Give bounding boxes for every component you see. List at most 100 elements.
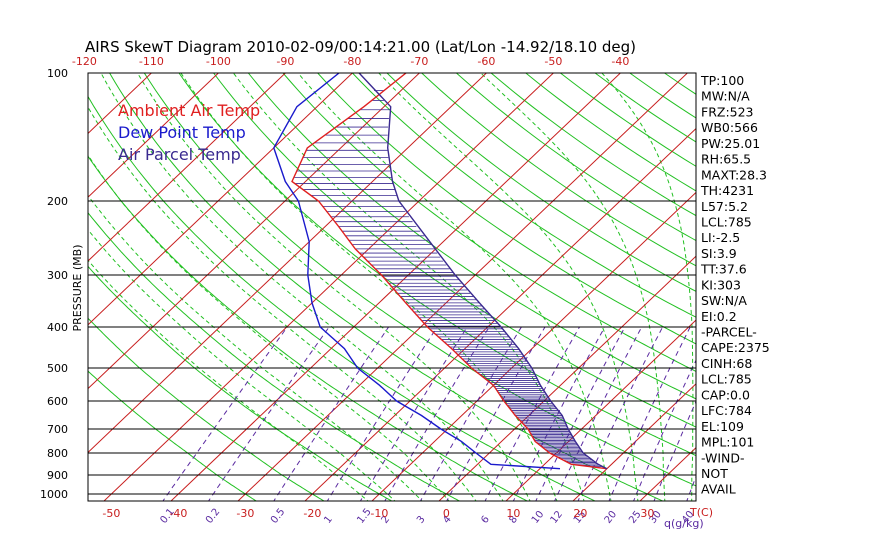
- top-temp-tick-label: -60: [477, 55, 495, 68]
- top-temp-tick-label: -40: [611, 55, 629, 68]
- moist-adiabat: [100, 73, 504, 501]
- index-entry: SW:N/A: [701, 293, 747, 308]
- top-temp-tick-label: -90: [276, 55, 294, 68]
- isotherm: [88, 73, 153, 135]
- index-entry: AVAIL: [701, 482, 736, 497]
- dry-adiabat: [247, 73, 696, 400]
- index-entry: PW:25.01: [701, 136, 760, 151]
- mixing-ratio-tick: 6: [479, 514, 492, 526]
- mixing-ratio-line: [359, 326, 468, 501]
- mixing-ratio-tick: 0.5: [269, 507, 287, 526]
- bottom-temp-tick-label: -20: [303, 507, 321, 520]
- indices-panel: TP:100MW:N/AFRZ:523WB0:566PW:25.01RH:65.…: [700, 73, 770, 497]
- legend: Ambient Air Temp Dew Point Temp Air Parcel…: [118, 101, 260, 164]
- index-entry: LFC:784: [701, 403, 752, 418]
- dry-adiabat: [351, 73, 696, 318]
- plot-frame: [87, 72, 697, 502]
- isotherm: [304, 127, 696, 501]
- dry-adiabat: [317, 73, 696, 345]
- dry-adiabat: [771, 32, 870, 503]
- top-temp-tick-label: -100: [206, 55, 231, 68]
- bottom-temp-tick-label: 30: [640, 507, 654, 520]
- mixing-ratio-line: [273, 326, 390, 501]
- bottom-temp-tick-label: -10: [370, 507, 388, 520]
- x-axis-label: T(C): [689, 506, 713, 519]
- bottom-temp-tick-label: -30: [236, 507, 254, 520]
- dry-adiabat: [641, 32, 870, 503]
- legend-entry: Ambient Air Temp: [118, 101, 260, 120]
- bottom-temp-tick-label: -40: [169, 507, 187, 520]
- moist-adiabat: [479, 73, 666, 501]
- legend-entry: Dew Point Temp: [118, 123, 246, 142]
- mixing-ratio-line: [484, 326, 580, 501]
- isotherm: [88, 73, 287, 262]
- mixing-ratio-tick: 20: [603, 509, 620, 526]
- mixing-ratio-tick: 1: [322, 514, 335, 526]
- dry-adiabat: [88, 95, 597, 501]
- index-entry: TT:37.6: [700, 262, 747, 277]
- mixing-ratio-line: [419, 326, 522, 501]
- moist-adiabat: [88, 259, 369, 501]
- isotherm: [839, 32, 870, 503]
- bottom-temp-tick-label: -50: [102, 507, 120, 520]
- top-temp-tick-label: -110: [139, 55, 164, 68]
- dry-adiabat: [386, 73, 696, 292]
- index-entry: FRZ:523: [701, 104, 754, 119]
- index-entry: CAPE:2375: [701, 340, 770, 355]
- mixing-ratio-unit: q(g/kg): [664, 517, 704, 530]
- dry-adiabat: [836, 32, 870, 503]
- index-entry: -PARCEL-: [701, 325, 757, 340]
- pressure-tick-label: 100: [47, 67, 68, 80]
- mixing-ratio-tick: 2: [380, 514, 393, 526]
- legend-entry: Air Parcel Temp: [118, 145, 241, 164]
- index-entry: CAP:0.0: [701, 387, 750, 402]
- index-entry: MAXT:28.3: [701, 167, 767, 182]
- dry-adiabat: [178, 73, 696, 457]
- axes: 0.1 0.2 0.5 1 1.5 2 3 4 6 8 10 12 15 20 25 30 4010020030…: [40, 55, 697, 526]
- isotherm: [371, 191, 696, 501]
- mixing-ratio-tick: 8: [507, 514, 520, 526]
- bottom-temp-tick-label: 0: [443, 507, 450, 520]
- series-line-2: [358, 73, 608, 470]
- mixing-ratio-tick: 0.2: [204, 507, 222, 526]
- top-temp-tick-label: -50: [544, 55, 562, 68]
- mixing-ratio-line: [535, 326, 626, 501]
- series-line-1: [273, 73, 561, 470]
- mixing-ratio-line: [326, 326, 438, 501]
- isotherm: [572, 383, 696, 501]
- pressure-tick-label: 600: [47, 395, 68, 408]
- top-temp-tick-label: -70: [410, 55, 428, 68]
- chart-title: AIRS SkewT Diagram 2010-02-09/00:14:21.0…: [85, 38, 636, 56]
- pressure-tick-label: 800: [47, 447, 68, 460]
- top-temp-tick-label: -120: [72, 55, 97, 68]
- y-axis-label: PRESSURE (MB): [71, 245, 84, 332]
- mixing-ratio-line: [633, 359, 696, 501]
- isotherm: [237, 73, 689, 501]
- index-entry: RH:65.5: [701, 152, 751, 167]
- isotherm: [103, 73, 555, 501]
- pressure-tick-label: 700: [47, 423, 68, 436]
- index-entry: WB0:566: [701, 120, 758, 135]
- isotherm: [88, 73, 488, 454]
- index-entry: L57:5.2: [701, 199, 748, 214]
- isotherm: [505, 319, 696, 501]
- mixing-ratio-line: [608, 326, 691, 501]
- isotherm: [438, 255, 696, 501]
- index-entry: EL:109: [701, 419, 744, 434]
- mixing-ratio-line: [554, 326, 643, 501]
- mixing-ratio-line: [512, 326, 606, 501]
- mixing-ratio-line: [653, 400, 696, 501]
- moist-adiabat: [88, 228, 396, 501]
- mixing-ratio-tick: 10: [530, 509, 547, 526]
- dry-adiabat: [88, 265, 393, 501]
- bottom-temp-tick-label: 10: [506, 507, 520, 520]
- mixing-ratio-tick: 3: [415, 514, 428, 526]
- isotherm: [170, 73, 622, 501]
- moist-adiabat: [88, 106, 477, 501]
- bottom-temp-tick-label: 20: [573, 507, 587, 520]
- isotherm: [88, 73, 421, 390]
- dry-adiabat: [455, 73, 696, 242]
- index-entry: MPL:101: [701, 435, 754, 450]
- dry-adiabat: [490, 73, 696, 217]
